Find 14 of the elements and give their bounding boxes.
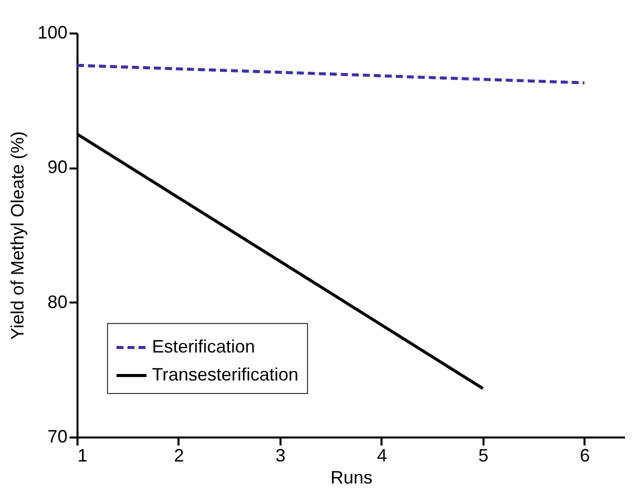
x-tick-label: 1 xyxy=(78,446,88,466)
x-tick-label: 6 xyxy=(580,446,590,466)
legend-label: Esterification xyxy=(152,336,256,356)
y-tick-label: 80 xyxy=(47,292,68,312)
x-tick-label: 2 xyxy=(174,446,184,466)
y-tick-label: 100 xyxy=(37,22,68,42)
x-tick-label: 5 xyxy=(478,446,488,466)
x-tick-label: 3 xyxy=(275,446,286,466)
y-tick-label: 70 xyxy=(47,426,68,446)
x-tick-label: 4 xyxy=(376,446,387,466)
y-axis-title: Yield of Methyl Oleate (%) xyxy=(7,131,28,340)
y-tick-label: 90 xyxy=(47,157,68,178)
x-axis-title: Runs xyxy=(330,468,373,488)
legend-label: Transesterification xyxy=(152,364,298,384)
